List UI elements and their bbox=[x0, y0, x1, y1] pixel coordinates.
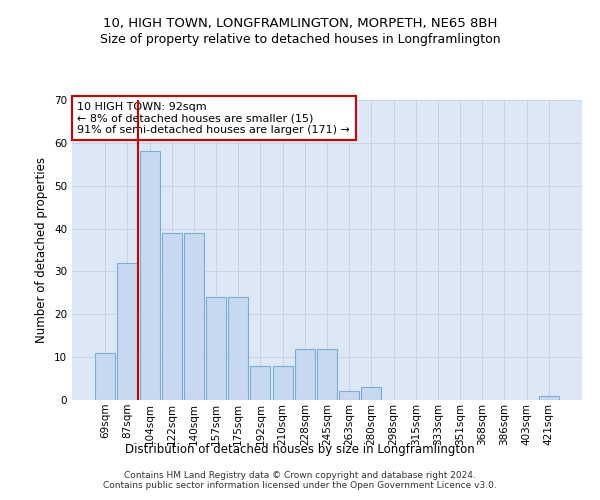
Bar bbox=[140, 152, 160, 400]
Bar bbox=[228, 297, 248, 400]
Text: Size of property relative to detached houses in Longframlington: Size of property relative to detached ho… bbox=[100, 32, 500, 46]
Bar bbox=[272, 366, 293, 400]
Bar bbox=[162, 233, 182, 400]
Text: Distribution of detached houses by size in Longframlington: Distribution of detached houses by size … bbox=[125, 442, 475, 456]
Text: Contains HM Land Registry data © Crown copyright and database right 2024.
Contai: Contains HM Land Registry data © Crown c… bbox=[103, 470, 497, 490]
Bar bbox=[361, 387, 382, 400]
Bar bbox=[250, 366, 271, 400]
Bar bbox=[339, 392, 359, 400]
Text: 10 HIGH TOWN: 92sqm
← 8% of detached houses are smaller (15)
91% of semi-detache: 10 HIGH TOWN: 92sqm ← 8% of detached hou… bbox=[77, 102, 350, 134]
Text: 10, HIGH TOWN, LONGFRAMLINGTON, MORPETH, NE65 8BH: 10, HIGH TOWN, LONGFRAMLINGTON, MORPETH,… bbox=[103, 18, 497, 30]
Bar bbox=[539, 396, 559, 400]
Bar bbox=[295, 348, 315, 400]
Bar bbox=[184, 233, 204, 400]
Bar bbox=[118, 263, 137, 400]
Bar bbox=[95, 353, 115, 400]
Bar bbox=[317, 348, 337, 400]
Y-axis label: Number of detached properties: Number of detached properties bbox=[35, 157, 49, 343]
Bar bbox=[206, 297, 226, 400]
